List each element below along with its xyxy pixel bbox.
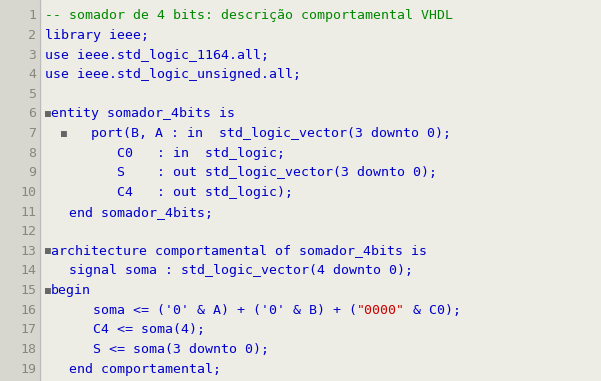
Text: ■: ■ [61, 128, 67, 139]
Text: C4   : out std_logic);: C4 : out std_logic); [45, 186, 293, 199]
Text: S    : out std_logic_vector(3 downto 0);: S : out std_logic_vector(3 downto 0); [45, 166, 437, 179]
Text: C0   : in  std_logic;: C0 : in std_logic; [45, 147, 285, 160]
Text: & C0);: & C0); [405, 304, 461, 317]
Text: 9: 9 [28, 166, 36, 179]
Text: 16: 16 [20, 304, 36, 317]
Text: use ieee.std_logic_unsigned.all;: use ieee.std_logic_unsigned.all; [45, 68, 301, 81]
Text: 2: 2 [28, 29, 36, 42]
Text: 13: 13 [20, 245, 36, 258]
Text: ■: ■ [45, 247, 51, 256]
Text: 14: 14 [20, 264, 36, 277]
Text: 17: 17 [20, 323, 36, 336]
Text: 18: 18 [20, 343, 36, 356]
Bar [0, 0, 40, 381]
Text: ■: ■ [45, 109, 51, 119]
Text: 15: 15 [20, 284, 36, 297]
Text: S <= soma(3 downto 0);: S <= soma(3 downto 0); [45, 343, 269, 356]
Text: 7: 7 [28, 127, 36, 140]
Text: 4: 4 [28, 68, 36, 81]
Text: 19: 19 [20, 363, 36, 376]
Text: 12: 12 [20, 225, 36, 238]
Text: ■: ■ [45, 286, 51, 296]
Text: 3: 3 [28, 48, 36, 62]
Text: end somador_4bits;: end somador_4bits; [45, 206, 213, 219]
Text: port(B, A : in  std_logic_vector(3 downto 0);: port(B, A : in std_logic_vector(3 downto… [67, 127, 451, 140]
Text: -- somador de 4 bits: descrição comportamental VHDL: -- somador de 4 bits: descrição comporta… [45, 9, 453, 22]
Text: entity somador_4bits is: entity somador_4bits is [51, 107, 235, 120]
Text: use ieee.std_logic_1164.all;: use ieee.std_logic_1164.all; [45, 48, 269, 62]
Text: 5: 5 [28, 88, 36, 101]
Text: 1: 1 [28, 9, 36, 22]
Text: end comportamental;: end comportamental; [45, 363, 221, 376]
Text: 6: 6 [28, 107, 36, 120]
Text: 8: 8 [28, 147, 36, 160]
Text: soma <= ('0' & A) + ('0' & B) + (: soma <= ('0' & A) + ('0' & B) + ( [45, 304, 357, 317]
Text: C4 <= soma(4);: C4 <= soma(4); [45, 323, 205, 336]
Text: 10: 10 [20, 186, 36, 199]
Text: "0000": "0000" [357, 304, 405, 317]
Text: begin: begin [51, 284, 91, 297]
Text: signal soma : std_logic_vector(4 downto 0);: signal soma : std_logic_vector(4 downto … [45, 264, 413, 277]
Text: library ieee;: library ieee; [45, 29, 149, 42]
Text: architecture comportamental of somador_4bits is: architecture comportamental of somador_4… [51, 245, 427, 258]
Text: 11: 11 [20, 206, 36, 219]
